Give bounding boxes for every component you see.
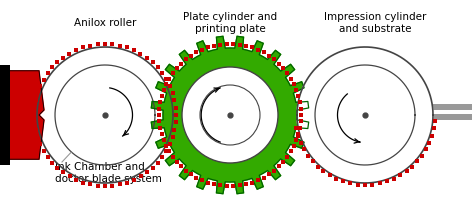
Bar xyxy=(428,104,472,110)
Polygon shape xyxy=(297,47,433,183)
Polygon shape xyxy=(37,47,173,183)
Text: Anilox roller: Anilox roller xyxy=(74,18,136,28)
Circle shape xyxy=(182,67,278,163)
Polygon shape xyxy=(152,36,309,194)
Polygon shape xyxy=(8,71,44,159)
Text: Ink Chamber and
doctor blade system: Ink Chamber and doctor blade system xyxy=(55,162,162,184)
Text: Impression cylinder
and substrate: Impression cylinder and substrate xyxy=(324,12,426,34)
Text: Plate cylinder and
printing plate: Plate cylinder and printing plate xyxy=(183,12,277,34)
Bar xyxy=(0,65,10,165)
Bar xyxy=(428,114,472,120)
Circle shape xyxy=(200,85,260,145)
